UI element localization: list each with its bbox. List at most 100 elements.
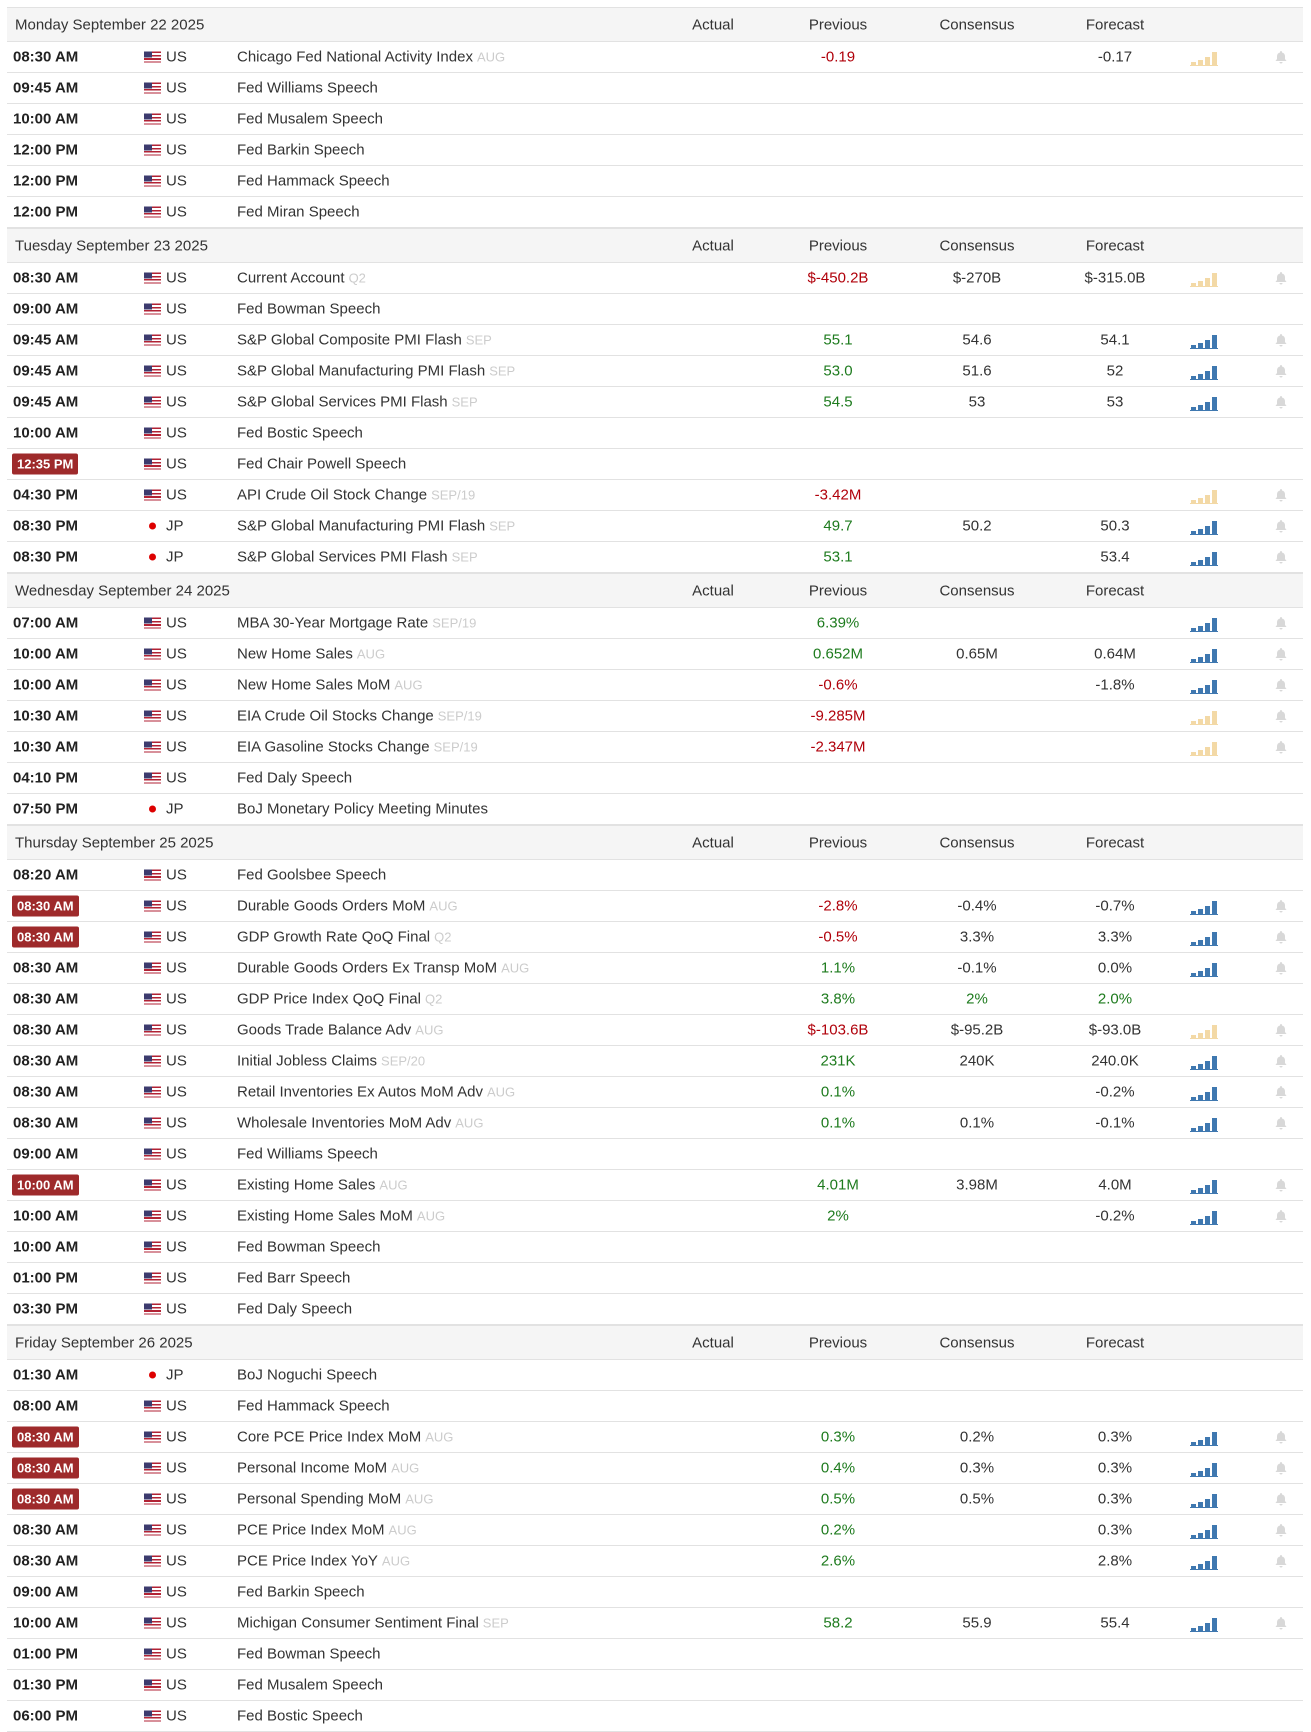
alert-bell[interactable] bbox=[1274, 709, 1288, 723]
bell-shape[interactable] bbox=[1275, 365, 1287, 378]
event-name[interactable]: Fed Miran Speech bbox=[237, 204, 360, 221]
event-title[interactable]: Chicago Fed National Activity Index bbox=[237, 48, 473, 66]
event-name[interactable]: GDP Growth Rate QoQ Final Q2 bbox=[237, 929, 451, 946]
event-row[interactable]: 09:00 AM US Fed Bowman Speech bbox=[7, 294, 1303, 325]
event-title[interactable]: Fed Hammack Speech bbox=[237, 172, 390, 190]
event-name[interactable]: Fed Williams Speech bbox=[237, 80, 378, 97]
bell-shape[interactable] bbox=[1275, 551, 1287, 564]
bell-shape[interactable] bbox=[1275, 1431, 1287, 1444]
event-row[interactable]: 09:00 AM US Fed Williams Speech bbox=[7, 1139, 1303, 1170]
alert-bell[interactable] bbox=[1274, 1085, 1288, 1099]
event-row[interactable]: 08:30 AM US Personal Income MoM AUG 0.4% 0.3%… bbox=[7, 1453, 1303, 1484]
bell-shape[interactable] bbox=[1275, 648, 1287, 661]
event-name[interactable]: Fed Barkin Speech bbox=[237, 142, 365, 159]
event-name[interactable]: Existing Home Sales MoM AUG bbox=[237, 1208, 445, 1225]
event-title[interactable]: MBA 30-Year Mortgage Rate bbox=[237, 614, 429, 632]
event-row[interactable]: 01:00 PM US Fed Bowman Speech bbox=[7, 1639, 1303, 1670]
event-name[interactable]: S&P Global Manufacturing PMI Flash SEP bbox=[237, 363, 515, 380]
bell-shape[interactable] bbox=[1275, 1179, 1287, 1192]
event-name[interactable]: Michigan Consumer Sentiment Final SEP bbox=[237, 1615, 509, 1632]
event-name[interactable]: New Home Sales AUG bbox=[237, 646, 385, 663]
event-name[interactable]: Fed Barr Speech bbox=[237, 1270, 350, 1287]
event-row[interactable]: 10:30 AM US EIA Gasoline Stocks Change SEP/… bbox=[7, 732, 1303, 763]
event-name[interactable]: Fed Daly Speech bbox=[237, 1301, 352, 1318]
alert-bell[interactable] bbox=[1274, 333, 1288, 347]
alert-bell[interactable] bbox=[1274, 899, 1288, 913]
alert-bell[interactable] bbox=[1274, 488, 1288, 502]
event-name[interactable]: Fed Williams Speech bbox=[237, 1146, 378, 1163]
event-row[interactable]: 08:00 AM US Fed Hammack Speech bbox=[7, 1391, 1303, 1422]
event-row[interactable]: 08:30 AM US Durable Goods Orders Ex Transp… bbox=[7, 953, 1303, 984]
bell-shape[interactable] bbox=[1275, 1055, 1287, 1068]
alert-bell[interactable] bbox=[1274, 271, 1288, 285]
event-title[interactable]: Wholesale Inventories MoM Adv bbox=[237, 1114, 452, 1132]
event-name[interactable]: New Home Sales MoM AUG bbox=[237, 677, 423, 694]
event-row[interactable]: 08:30 AM US Initial Jobless Claims SEP/20 23… bbox=[7, 1046, 1303, 1077]
event-name[interactable]: Wholesale Inventories MoM Adv AUG bbox=[237, 1115, 483, 1132]
event-row[interactable]: 10:00 AM US Existing Home Sales AUG 4.01M 3.9… bbox=[7, 1170, 1303, 1201]
event-title[interactable]: S&P Global Manufacturing PMI Flash bbox=[237, 362, 486, 380]
bell-shape[interactable] bbox=[1275, 1493, 1287, 1506]
event-title[interactable]: Current Account bbox=[237, 269, 345, 287]
alert-bell[interactable] bbox=[1274, 1492, 1288, 1506]
event-title[interactable]: Personal Income MoM bbox=[237, 1459, 388, 1477]
event-row[interactable]: 09:45 AM US S&P Global Manufacturing PMI F… bbox=[7, 356, 1303, 387]
event-title[interactable]: S&P Global Composite PMI Flash bbox=[237, 331, 462, 349]
event-row[interactable]: 10:30 AM US EIA Crude Oil Stocks Change SEP… bbox=[7, 701, 1303, 732]
event-name[interactable]: Personal Spending MoM AUG bbox=[237, 1491, 433, 1508]
event-title[interactable]: Retail Inventories Ex Autos MoM Adv bbox=[237, 1083, 483, 1101]
event-title[interactable]: GDP Growth Rate QoQ Final bbox=[237, 928, 431, 946]
event-name[interactable]: Fed Musalem Speech bbox=[237, 1677, 383, 1694]
event-row[interactable]: 10:00 AM US New Home Sales MoM AUG -0.6% -1.8… bbox=[7, 670, 1303, 701]
event-name[interactable]: EIA Crude Oil Stocks Change SEP/19 bbox=[237, 708, 482, 725]
event-row[interactable]: 08:30 AM US Personal Spending MoM AUG 0.5% 0.… bbox=[7, 1484, 1303, 1515]
event-title[interactable]: Michigan Consumer Sentiment Final bbox=[237, 1614, 479, 1632]
event-title[interactable]: GDP Price Index QoQ Final bbox=[237, 990, 421, 1008]
event-name[interactable]: Fed Bowman Speech bbox=[237, 1239, 380, 1256]
event-name[interactable]: Core PCE Price Index MoM AUG bbox=[237, 1429, 453, 1446]
event-name[interactable]: Goods Trade Balance Adv AUG bbox=[237, 1022, 443, 1039]
alert-bell[interactable] bbox=[1274, 550, 1288, 564]
event-title[interactable]: Fed Bowman Speech bbox=[237, 300, 381, 318]
event-title[interactable]: New Home Sales MoM bbox=[237, 676, 391, 694]
event-title[interactable]: Existing Home Sales bbox=[237, 1176, 376, 1194]
bell-shape[interactable] bbox=[1275, 520, 1287, 533]
event-name[interactable]: Fed Bostic Speech bbox=[237, 425, 363, 442]
event-name[interactable]: S&P Global Composite PMI Flash SEP bbox=[237, 332, 492, 349]
event-title[interactable]: Fed Barkin Speech bbox=[237, 141, 365, 159]
bell-shape[interactable] bbox=[1275, 396, 1287, 409]
bell-shape[interactable] bbox=[1275, 1024, 1287, 1037]
event-row[interactable]: 09:45 AM US Fed Williams Speech bbox=[7, 73, 1303, 104]
event-name[interactable]: Durable Goods Orders Ex Transp MoM AUG bbox=[237, 960, 529, 977]
event-title[interactable]: New Home Sales bbox=[237, 645, 353, 663]
alert-bell[interactable] bbox=[1274, 1430, 1288, 1444]
event-row[interactable]: 09:45 AM US S&P Global Services PMI Flash S… bbox=[7, 387, 1303, 418]
bell-shape[interactable] bbox=[1275, 931, 1287, 944]
event-title[interactable]: Durable Goods Orders Ex Transp MoM bbox=[237, 959, 498, 977]
event-row[interactable]: 12:00 PM US Fed Hammack Speech bbox=[7, 166, 1303, 197]
event-row[interactable]: 08:30 AM US PCE Price Index MoM AUG 0.2% 0.3% bbox=[7, 1515, 1303, 1546]
bell-shape[interactable] bbox=[1275, 741, 1287, 754]
event-row[interactable]: 08:30 AM US Goods Trade Balance Adv AUG $-10… bbox=[7, 1015, 1303, 1046]
alert-bell[interactable] bbox=[1274, 1554, 1288, 1568]
event-name[interactable]: Personal Income MoM AUG bbox=[237, 1460, 419, 1477]
event-title[interactable]: EIA Crude Oil Stocks Change bbox=[237, 707, 434, 725]
event-row[interactable]: 08:30 AM US Durable Goods Orders MoM AUG -2.… bbox=[7, 891, 1303, 922]
event-name[interactable]: API Crude Oil Stock Change SEP/19 bbox=[237, 487, 475, 504]
event-row[interactable]: 01:00 PM US Fed Barr Speech bbox=[7, 1263, 1303, 1294]
event-name[interactable]: Fed Goolsbee Speech bbox=[237, 867, 386, 884]
alert-bell[interactable] bbox=[1274, 1054, 1288, 1068]
bell-shape[interactable] bbox=[1275, 679, 1287, 692]
event-name[interactable]: Chicago Fed National Activity Index AUG bbox=[237, 49, 505, 66]
event-title[interactable]: Fed Musalem Speech bbox=[237, 1676, 383, 1694]
event-name[interactable]: Fed Bowman Speech bbox=[237, 301, 380, 318]
event-title[interactable]: Goods Trade Balance Adv bbox=[237, 1021, 412, 1039]
bell-shape[interactable] bbox=[1275, 1086, 1287, 1099]
event-name[interactable]: EIA Gasoline Stocks Change SEP/19 bbox=[237, 739, 478, 756]
event-title[interactable]: Fed Bowman Speech bbox=[237, 1645, 381, 1663]
event-name[interactable]: Fed Daly Speech bbox=[237, 770, 352, 787]
alert-bell[interactable] bbox=[1274, 1461, 1288, 1475]
event-title[interactable]: Fed Daly Speech bbox=[237, 1300, 353, 1318]
event-title[interactable]: Fed Bostic Speech bbox=[237, 424, 363, 442]
event-row[interactable]: 12:35 PM US Fed Chair Powell Speech bbox=[7, 449, 1303, 480]
